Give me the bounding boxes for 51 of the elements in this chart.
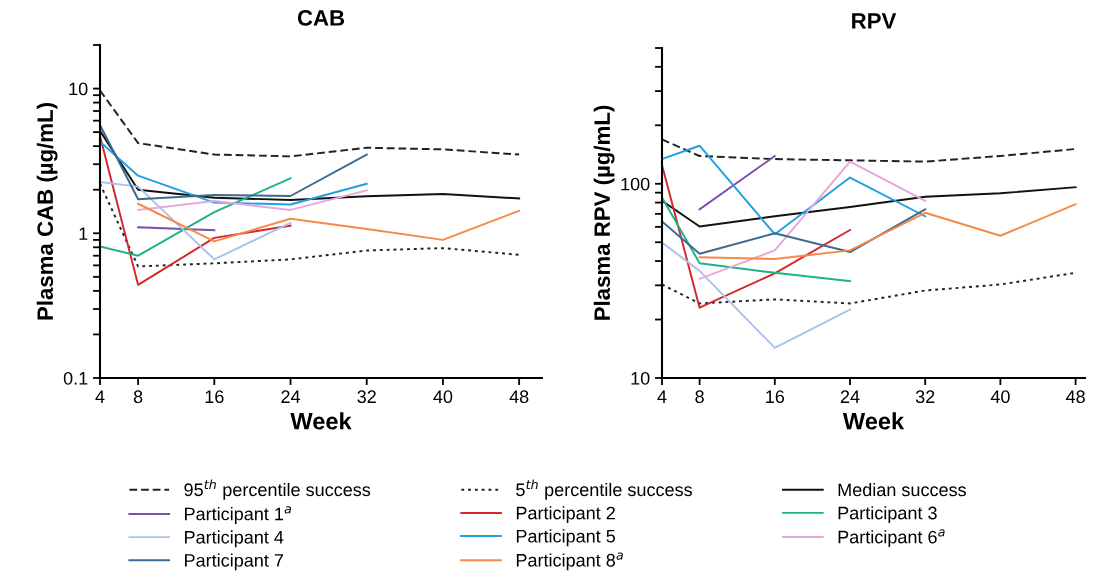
y-tick-label: 0.1 (63, 371, 88, 385)
line-series (100, 124, 368, 201)
y-tick-label: 10 (69, 82, 88, 96)
y-tick-label: 100 (621, 177, 650, 191)
x-axis-title: Week (290, 412, 352, 430)
x-tick-label: 8 (695, 390, 704, 404)
x-tick-label: 40 (433, 390, 453, 404)
y-tick-label: 1 (79, 227, 88, 240)
x-tick-label: 24 (281, 390, 301, 403)
legend-label: Participant 8$^{a}$ (516, 552, 623, 571)
legend-label: Participant 6$^{a}$ (838, 529, 945, 548)
line-series (100, 140, 368, 206)
legend-label: Median success (838, 482, 966, 497)
y-axis-title: Plasma RPV (µg/mL) (593, 105, 615, 320)
x-axis-title: Week (842, 412, 905, 430)
line-series (662, 144, 927, 236)
y-axis-title: Plasma CAB (µg/mL) (36, 103, 58, 320)
x-tick-label: 48 (1065, 390, 1085, 404)
line-series (662, 138, 1077, 163)
legend-label: Participant 2 (516, 506, 615, 523)
x-tick-label: 32 (915, 390, 935, 404)
line-series (100, 182, 521, 268)
line-series (137, 202, 521, 243)
x-tick-label: 16 (766, 390, 785, 404)
legend-label: 5$^{th}$ percentile success (516, 479, 692, 500)
x-tick-label: 4 (95, 390, 105, 403)
legend-label: 95$^{th}$ percentile success (184, 479, 371, 500)
line-series (662, 186, 1077, 228)
legend-label: Participant 3 (838, 506, 937, 523)
chart-title: CAB (297, 10, 345, 26)
legend-label: Participant 1$^{a}$ (185, 506, 291, 524)
x-tick-label: 32 (357, 390, 376, 404)
legend-label: Participant 7 (185, 553, 284, 571)
x-tick-label: 48 (509, 390, 529, 404)
line-series (698, 160, 927, 280)
line-series (662, 196, 851, 283)
x-tick-label: 16 (205, 390, 224, 404)
legend-label: Participant 4 (185, 530, 284, 548)
chart-title: RPV (852, 13, 897, 29)
x-tick-label: 8 (133, 390, 143, 404)
y-tick-label: 10 (631, 371, 650, 385)
line-series (100, 89, 521, 158)
line-series (662, 208, 927, 255)
line-series (662, 241, 851, 349)
legend-label: Participant 5 (516, 529, 616, 547)
x-tick-label: 24 (840, 390, 860, 403)
x-tick-label: 4 (657, 390, 667, 403)
x-tick-label: 40 (990, 390, 1010, 404)
line-series (100, 135, 292, 286)
line-series (698, 203, 1077, 260)
line-series (100, 129, 521, 201)
